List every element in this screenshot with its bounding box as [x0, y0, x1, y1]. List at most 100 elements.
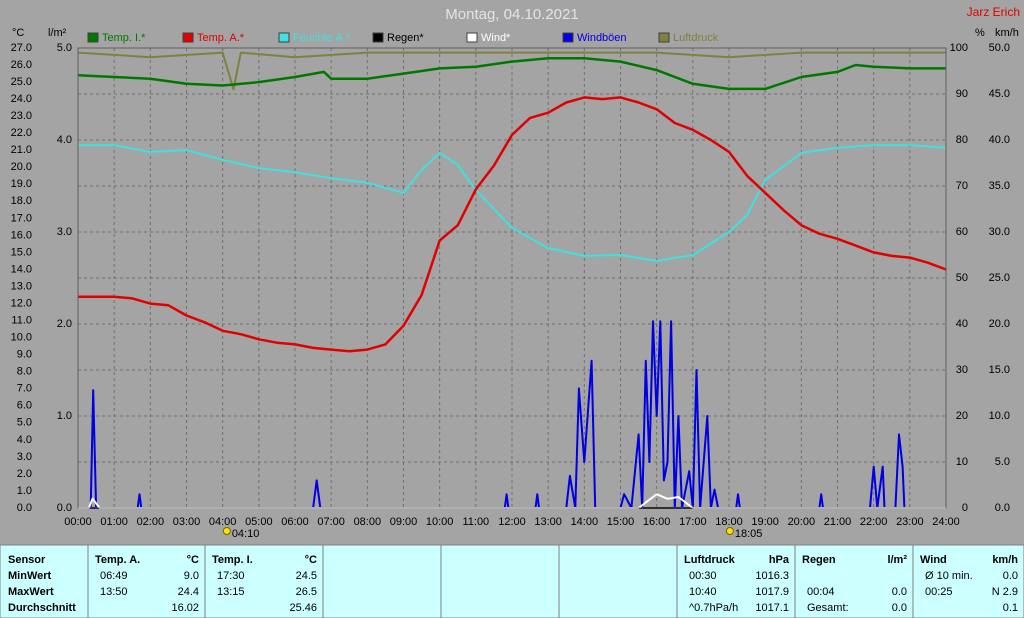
axis-title: l/m²: [48, 27, 67, 39]
y-tick-label: 7.0: [17, 383, 32, 395]
sun-icon: [725, 527, 734, 535]
x-tick-label: 08:00: [354, 516, 382, 528]
x-tick-label: 02:00: [137, 516, 165, 528]
x-tick-label: 03:00: [173, 516, 201, 528]
x-tick-label: 01:00: [100, 516, 128, 528]
x-tick-label: 24:00: [932, 516, 960, 528]
y-tick-label: 30.0: [989, 226, 1010, 238]
cell-value: 0.1: [1003, 602, 1018, 614]
y-tick-label: 50: [956, 272, 968, 284]
y-tick-label: 90: [956, 88, 968, 100]
cell-left: 17:30: [217, 570, 245, 582]
annotation: 18:05: [735, 528, 763, 540]
cell-left: 13:50: [100, 586, 128, 598]
y-tick-label: 16.0: [11, 229, 32, 241]
cell-left: ^0.7hPa/h: [689, 602, 738, 614]
series-line: [78, 96, 947, 353]
x-tick-label: 19:00: [751, 516, 779, 528]
y-tick-label: 0.0: [57, 502, 72, 514]
row-label: MinWert: [8, 570, 52, 582]
series-line: [78, 493, 946, 509]
y-tick-label: 80: [956, 134, 968, 146]
column-title: Temp. A.: [95, 554, 140, 566]
y-tick-label: 15.0: [11, 246, 32, 258]
y-tick-label: 14.0: [11, 263, 32, 275]
y-tick-label: 23.0: [11, 110, 32, 122]
y-tick-label: 21.0: [11, 144, 32, 156]
y-tick-label: 18.0: [11, 195, 32, 207]
y-tick-label: 60: [956, 226, 968, 238]
y-tick-label: 10: [956, 456, 968, 468]
y-tick-label: 22.0: [11, 127, 32, 139]
y-tick-label: 5.0: [995, 456, 1010, 468]
cell-value: 16.02: [171, 602, 199, 614]
x-tick-label: 04:00: [209, 516, 237, 528]
chart-title: Montag, 04.10.2021: [445, 6, 578, 23]
cell-left: 00:30: [689, 570, 717, 582]
cell-value: 0.0: [1003, 570, 1018, 582]
axis-title: km/h: [995, 27, 1019, 39]
y-tick-label: 40: [956, 318, 968, 330]
cell-value: 1017.1: [755, 602, 789, 614]
column-unit: hPa: [769, 554, 790, 566]
y-tick-label: 50.0: [989, 42, 1010, 54]
column-unit: °C: [187, 554, 199, 566]
row-label: Durchschnitt: [8, 602, 76, 614]
y-tick-label: 5.0: [17, 417, 32, 429]
cell-left: 10:40: [689, 586, 717, 598]
x-tick-label: 16:00: [643, 516, 671, 528]
y-tick-label: 5.0: [57, 42, 72, 54]
x-tick-label: 06:00: [281, 516, 309, 528]
y-tick-label: 35.0: [989, 180, 1010, 192]
y-tick-label: 25.0: [11, 76, 32, 88]
cell-left: 06:49: [100, 570, 128, 582]
y-tick-label: 6.0: [17, 400, 32, 412]
cell-value: 24.4: [178, 586, 199, 598]
y-tick-label: 13.0: [11, 280, 32, 292]
y-tick-label: 2.0: [17, 468, 32, 480]
legend-swatch: [658, 32, 670, 43]
cell-value: 1016.3: [755, 570, 789, 582]
cell-left: Gesamt:: [807, 602, 849, 614]
x-tick-label: 05:00: [245, 516, 273, 528]
annotation: 04:10: [232, 528, 260, 540]
cell-value: 1017.9: [755, 586, 789, 598]
y-tick-label: 19.0: [11, 178, 32, 190]
cell-left: 13:15: [217, 586, 245, 598]
summary-table: Sensor MinWert MaxWert Durchschnitt Temp. A.…: [0, 544, 1024, 618]
series-line: [77, 51, 946, 91]
y-tick-label: 100: [950, 42, 968, 54]
x-tick-label: 10:00: [426, 516, 454, 528]
series-line: [77, 56, 946, 91]
legend-swatch: [87, 32, 99, 43]
y-tick-label: 25.0: [989, 272, 1010, 284]
cell-left: 00:25: [925, 586, 953, 598]
cell-value: 9.0: [184, 570, 199, 582]
axis-title: %: [975, 27, 985, 39]
y-tick-label: 2.0: [57, 318, 72, 330]
cell-value: 26.5: [296, 586, 317, 598]
y-tick-label: 40.0: [989, 134, 1010, 146]
row-label: MaxWert: [8, 586, 54, 598]
y-tick-label: 27.0: [11, 42, 32, 54]
y-tick-label: 17.0: [11, 212, 32, 224]
table-background: [0, 544, 1024, 618]
legend-swatch: [372, 32, 384, 43]
y-tick-label: 30: [956, 364, 968, 376]
cell-value: 0.0: [892, 586, 907, 598]
x-tick-label: 09:00: [390, 516, 418, 528]
y-tick-label: 3.0: [17, 451, 32, 463]
y-tick-label: 0: [962, 502, 968, 514]
x-tick-label: 21:00: [824, 516, 852, 528]
legend-swatch: [466, 32, 478, 43]
x-tick-label: 23:00: [896, 516, 924, 528]
legend-label: Luftdruck: [673, 32, 719, 44]
y-tick-label: 20.0: [11, 161, 32, 173]
y-tick-label: 11.0: [11, 314, 32, 326]
y-tick-label: 1.0: [57, 410, 72, 422]
y-tick-label: 20.0: [989, 318, 1010, 330]
y-tick-label: 10.0: [989, 410, 1010, 422]
x-tick-label: 14:00: [571, 516, 599, 528]
y-tick-label: 20: [956, 410, 968, 422]
